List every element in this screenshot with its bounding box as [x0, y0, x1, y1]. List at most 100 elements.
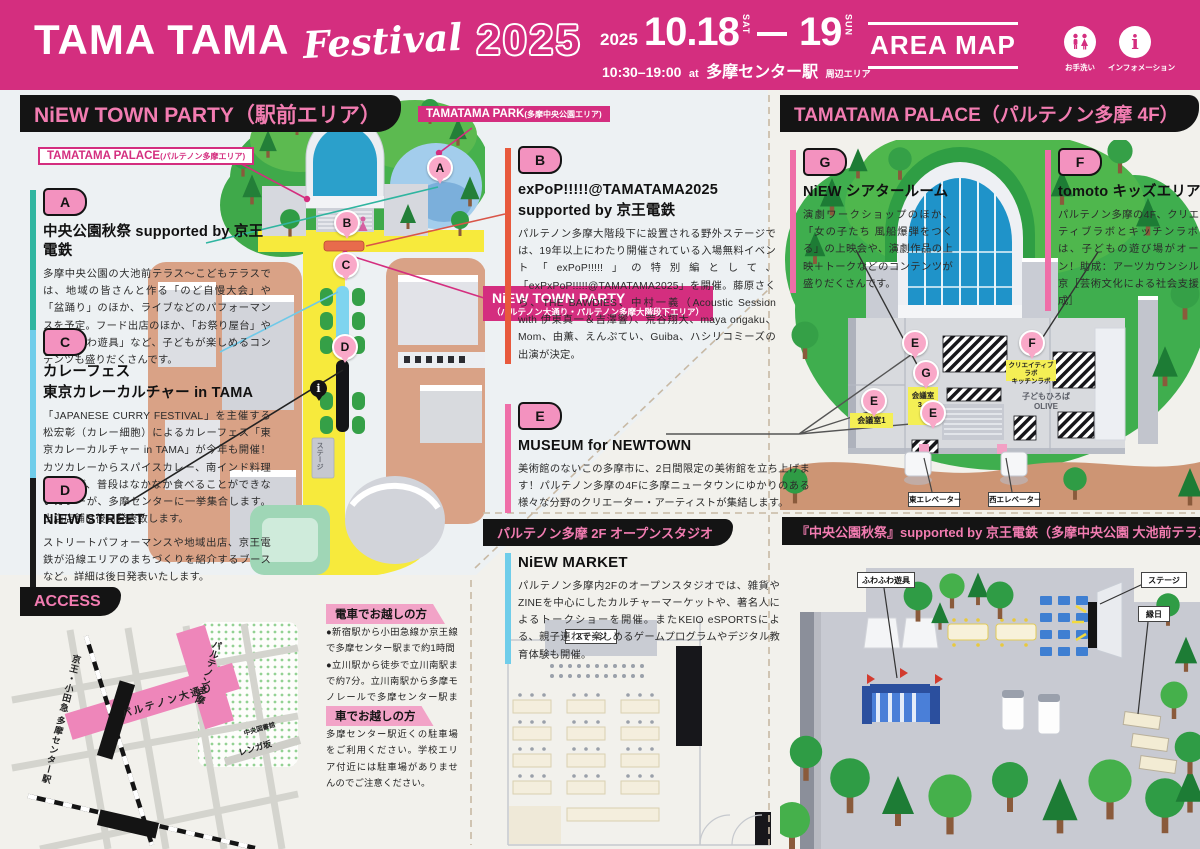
map-label-tamatama-palace-en: TAMATAMA PALACE	[47, 150, 161, 162]
access-car-line1: 多摩センター駅近くの駐車場をご利用ください。学校エリア付近には駐車場がありません…	[326, 729, 458, 788]
badge-d: D	[43, 476, 87, 504]
event-at: at	[688, 68, 699, 80]
badge-e: E	[518, 402, 562, 430]
event-body-d: ストリートパフォーマンスや地域出店、京王電鉄が沿線エリアのまちづくりを紹介するブ…	[43, 537, 271, 584]
festival-logo: TAMA TAMA Festival 2025	[34, 14, 583, 68]
restroom-icon	[1064, 26, 1096, 58]
date-start: 10.18	[643, 10, 740, 54]
map-pin-e2: E	[861, 388, 887, 414]
accent-bar-a	[30, 190, 36, 370]
date-year: 2025	[600, 30, 638, 49]
map-pin-d: D	[332, 334, 358, 360]
date-dash	[756, 32, 787, 36]
event-body-a: 多摩中央公園の大池前テラス～こどもテラスでは、地域の皆さんと作る「のど自慢大会」…	[43, 268, 271, 367]
event-block-f: F tomoto キッズエリア パルテノン多摩の4F、クリエイティブラボとキッチ…	[1045, 148, 1200, 311]
accent-bar-d	[30, 478, 36, 587]
map-label-tamatama-park: TAMATAMA PARK(多摩中央公園エリア)	[418, 106, 610, 122]
event-title-b-line1: exPoP!!!!!@TAMATAMA2025	[518, 182, 718, 198]
access-car-body: 多摩センター駅近くの駐車場をご利用ください。学校エリア付近には駐車場がありません…	[326, 726, 458, 791]
access-train-line1: ●新宿駅から小田急線か京王線で多摩センター駅まで約1時間	[326, 627, 458, 654]
room-label-creative-lab: クリエイティブラボ キッチンラボ	[1006, 360, 1056, 385]
map-label-kids-plaza-line1: 子どもひろば	[1022, 392, 1070, 401]
date-end: 19	[798, 10, 842, 54]
badge-a: A	[43, 188, 87, 216]
badge-f: F	[1058, 148, 1102, 176]
badge-g: G	[803, 148, 847, 176]
event-title-f: tomoto キッズエリア	[1058, 184, 1200, 200]
event-title-a: 中央公園秋祭 supported by 京王電鉄	[43, 224, 264, 259]
akimatsuri-label-ennichi: 縁日	[1138, 606, 1170, 622]
map-label-tamatama-park-jp: (多摩中央公園エリア)	[524, 110, 602, 119]
section-title-access-text: ACCESS	[34, 592, 101, 610]
map-label-kids-plaza: 子どもひろば OLIVE	[1022, 392, 1070, 413]
event-title-d: NiEW STREET	[43, 512, 145, 528]
section-title-palace: TAMATAMA PALACE（パルテノン多摩 4F）	[780, 95, 1199, 132]
accent-bar-g	[790, 150, 796, 294]
map-pin-b: B	[334, 210, 360, 236]
section-title-palace-text: TAMATAMA PALACE（パルテノン多摩 4F）	[794, 105, 1179, 126]
event-dates: 2025 10.18 SAT 19 SUN	[600, 12, 853, 52]
map-label-tamatama-palace: TAMATAMA PALACE(パルテノン多摩エリア)	[38, 147, 255, 165]
akimatsuri-map-illustration	[780, 568, 1200, 849]
map-label-tamatama-park-en: TAMATAMA PARK	[426, 108, 525, 120]
map-label-west-elevator: 西エレベーター	[988, 492, 1042, 507]
logo-festival-script: Festival	[302, 14, 464, 68]
access-car-heading: 車でお越しの方	[326, 706, 434, 726]
event-body-b: パルテノン多摩大階段下に設置される野外ステージでは、19年以上にわたり開催されて…	[518, 228, 776, 361]
accent-bar-c	[30, 330, 36, 529]
event-title-g: NiEW シアタールーム	[803, 184, 949, 200]
event-title-b-line2: supported by 京王電鉄	[518, 202, 676, 219]
map-pin-g: G	[913, 360, 939, 386]
date-start-day: SAT	[740, 14, 751, 35]
accent-bar-f	[1045, 150, 1051, 311]
event-title-market: NiEW MARKET	[518, 554, 628, 571]
event-time: 10:30–19:00	[602, 64, 682, 80]
event-block-b: B exPoP!!!!!@TAMATAMA2025 supported by 京…	[505, 146, 776, 365]
event-body-f: パルテノン多摩の4F、クリエイティブラボとキッチンラボでは、子どもの遊び場がオー…	[1058, 209, 1200, 308]
akimatsuri-label-fuwafuwa: ふわふわ遊具	[857, 572, 915, 588]
date-end-day: SUN	[843, 14, 854, 37]
badge-b: B	[518, 146, 562, 174]
restroom-caption: お手洗い	[1065, 63, 1095, 72]
event-title-e: MUSEUM for NEWTOWN	[518, 438, 692, 454]
access-train-heading: 電車でお越しの方	[326, 604, 445, 624]
logo-year: 2025	[476, 16, 583, 63]
event-title-c-line1: カレーフェス	[43, 364, 131, 380]
map-pin-c: C	[333, 252, 359, 278]
room-label-creative-lab-line1: クリエイティブラボ	[1008, 362, 1054, 378]
map-pin-information: i	[310, 380, 327, 397]
section-title-access: ACCESS	[20, 587, 121, 616]
map-pin-f: F	[1019, 330, 1045, 356]
information-icon: i	[1119, 26, 1151, 58]
event-area-suffix: 周辺エリア	[825, 69, 871, 79]
map-pin-a: A	[427, 155, 453, 181]
section-title-akimatsuri: 『中央公園秋祭』supported by 京王電鉄（多摩中央公園 大池前テラス）	[782, 517, 1200, 545]
header-bar: TAMA TAMA Festival 2025 2025 10.18 SAT 1…	[0, 0, 1200, 90]
area-map-title: AREA MAP	[868, 22, 1018, 69]
event-body-e: 美術館のないこの多摩市に、2日間限定の美術館を立ち上げます！パルテノン多摩の4F…	[518, 463, 810, 510]
akimatsuri-label-stage: ステージ	[1141, 572, 1187, 588]
accent-bar-b	[505, 148, 511, 365]
room-label-kitchen-lab-line2: キッチンラボ	[1011, 378, 1051, 386]
accent-bar-market	[505, 553, 511, 664]
section-title-open-studio-text: パルテノン多摩 2F オープンスタジオ	[497, 526, 713, 541]
section-title-station-area-text: NiEW TOWN PARTY（駅前エリア）	[34, 103, 381, 127]
event-block-g: G NiEW シアタールーム 演劇ワークショップのほか、「女の子たち 風船爆弾を…	[790, 148, 953, 294]
map-label-tamatama-palace-jp: (パルテノン多摩エリア)	[160, 152, 246, 161]
event-block-d: D NiEW STREET ストリートパフォーマンスや地域出店、京王電鉄が沿線エ…	[30, 476, 271, 587]
section-title-open-studio: パルテノン多摩 2F オープンスタジオ	[483, 519, 733, 546]
map-label-stage-small: ステージ	[316, 442, 324, 470]
plan-label-stage: ステージ	[565, 629, 617, 644]
information-legend: i インフォメーション	[1108, 26, 1175, 73]
event-body-g: 演劇ワークショップのほか、「女の子たち 風船爆弾をつくる」の上映会や、演劇作品の…	[803, 209, 953, 291]
map-label-east-elevator: 東エレベーター	[908, 492, 962, 507]
section-title-station-area: NiEW TOWN PARTY（駅前エリア）	[20, 95, 401, 132]
section-title-akimatsuri-text: 『中央公園秋祭』supported by 京王電鉄（多摩中央公園 大池前テラス）	[796, 524, 1200, 540]
map-pin-e1: E	[902, 330, 928, 356]
logo-text: TAMA TAMA	[34, 16, 290, 63]
access-map-illustration	[11, 622, 302, 849]
event-station: 多摩センター駅	[706, 64, 819, 81]
map-label-kids-plaza-line2: OLIVE	[1033, 402, 1058, 412]
badge-c: C	[43, 328, 87, 356]
